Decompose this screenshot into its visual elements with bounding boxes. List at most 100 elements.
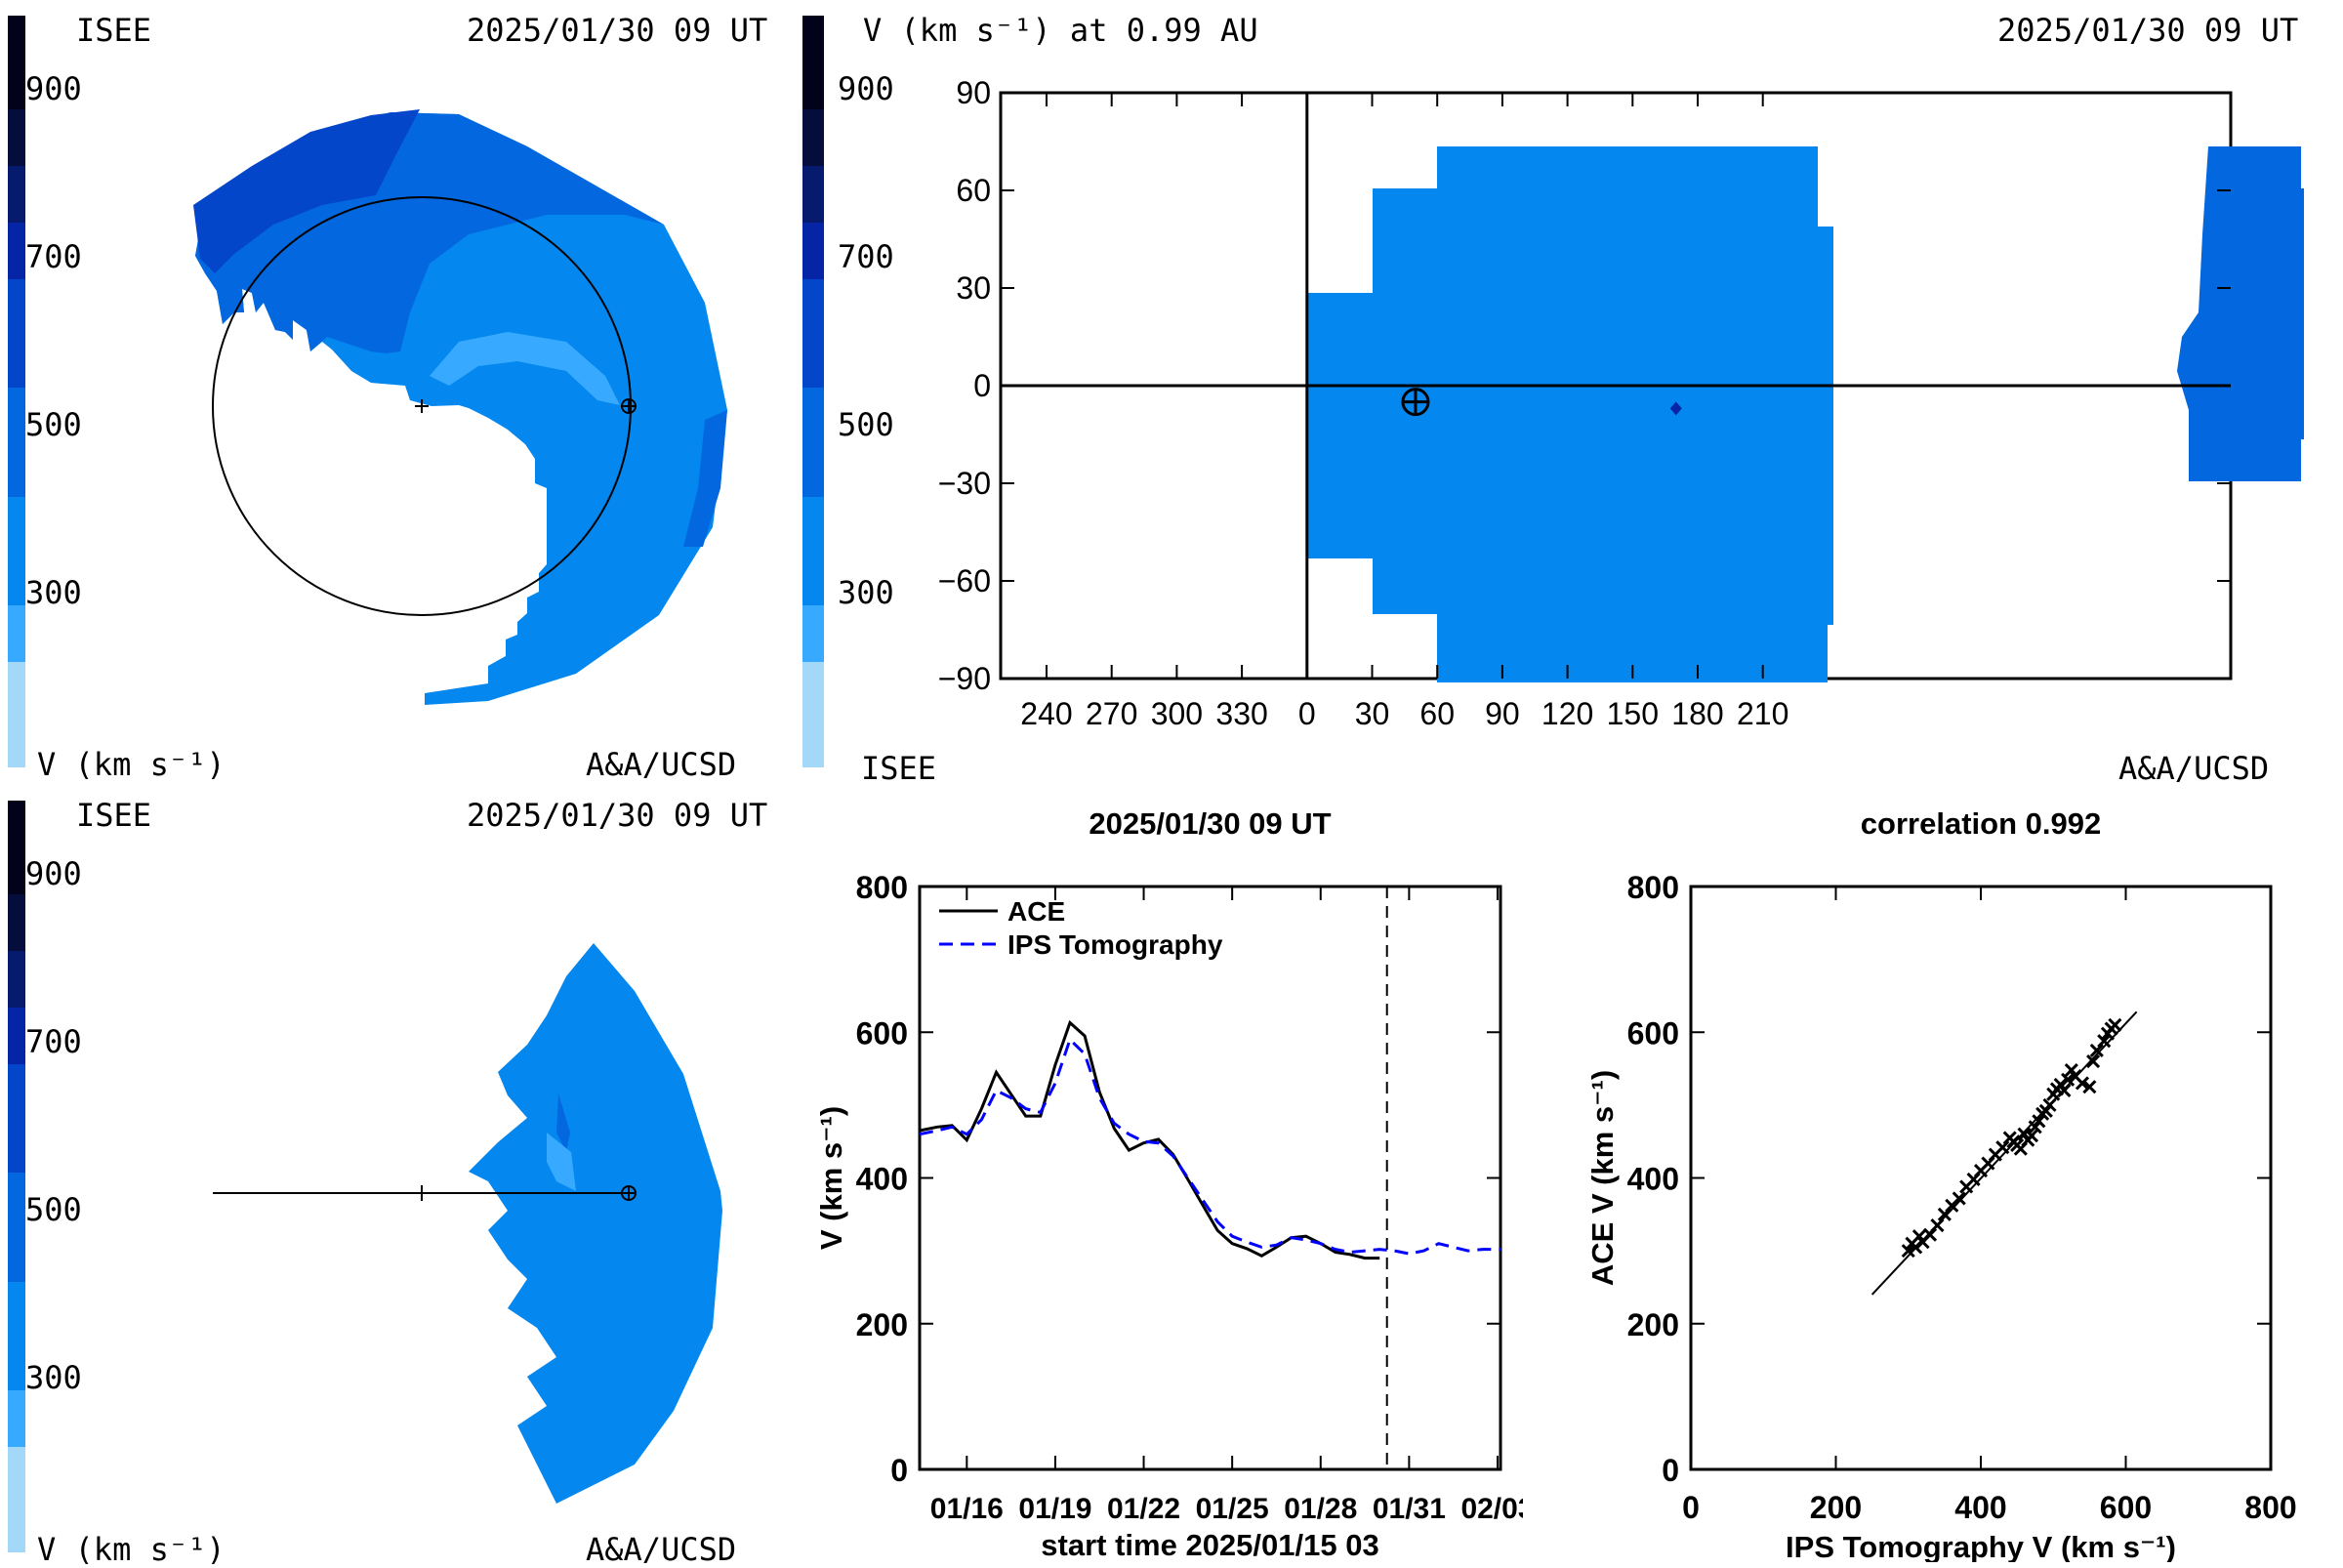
org-label: ISEE xyxy=(76,12,152,49)
map-colorbar xyxy=(802,16,824,767)
x-tick-label: 300 xyxy=(1151,696,1203,731)
x-tick-label: 01/19 xyxy=(1018,1493,1091,1525)
meridional-plot xyxy=(213,943,722,1504)
scatter-point xyxy=(2057,1083,2072,1098)
colorbar-segment xyxy=(8,894,25,951)
scatter-point xyxy=(1930,1217,1945,1233)
speed-region-400-east xyxy=(2236,188,2304,439)
colorbar-segment xyxy=(8,1173,25,1282)
colorbar-tick-500: 500 xyxy=(25,1191,82,1228)
y-tick-label: 400 xyxy=(856,1162,908,1197)
speed-region-medium xyxy=(556,1093,570,1152)
scatter-point xyxy=(2089,1043,2104,1057)
y-tick-label: 90 xyxy=(956,78,991,110)
sun-plus-icon xyxy=(415,399,429,413)
speed-region-300-top xyxy=(1437,146,1818,227)
colorbar-segment xyxy=(802,605,824,663)
colorbar-segment xyxy=(8,16,25,110)
colorbar-segment xyxy=(8,1390,25,1448)
x-tick-label: 600 xyxy=(2100,1490,2152,1525)
colorbar-segment xyxy=(802,278,824,389)
colorbar-segment xyxy=(8,605,25,663)
colorbar-tick-700: 700 xyxy=(25,238,82,275)
x-tick-label: 240 xyxy=(1020,696,1072,731)
colorbar-tick-300: 300 xyxy=(25,1359,82,1396)
y-tick-label: 0 xyxy=(890,1453,908,1488)
x-tick-label: 30 xyxy=(1355,696,1390,731)
y-tick-label: −30 xyxy=(938,466,991,501)
earth-symbol-icon xyxy=(621,398,637,414)
y-tick-label: 60 xyxy=(956,173,991,208)
timestamp: 2025/01/30 09 UT xyxy=(467,797,768,834)
credit-label: A&A/UCSD xyxy=(2118,750,2270,787)
colorbar-segment xyxy=(8,1063,25,1174)
x-tick-label: 01/31 xyxy=(1373,1493,1446,1525)
x-tick-label: 210 xyxy=(1737,696,1788,731)
colorbar-tick-700: 700 xyxy=(25,1023,82,1060)
legend-label: ACE xyxy=(1007,896,1065,927)
org-label: ISEE xyxy=(861,750,937,787)
x-axis-label: IPS Tomography V (km s⁻¹) xyxy=(1786,1530,2176,1562)
x-tick-label: 120 xyxy=(1541,696,1593,731)
meridional-colorbar xyxy=(8,801,25,1552)
colorbar-segment xyxy=(802,222,824,279)
x-tick-label: 01/25 xyxy=(1196,1493,1269,1525)
x-tick-label: 0 xyxy=(1682,1490,1700,1525)
x-tick-label: 150 xyxy=(1607,696,1659,731)
correlation-chart: 0 200 400 600 800 0 200 400 600 800 correlation 0.… xyxy=(1585,806,2297,1562)
colorbar-segment xyxy=(8,1007,25,1064)
y-axis-label: ACE V (km s⁻¹) xyxy=(1585,1070,1620,1286)
scatter-point xyxy=(1909,1240,1923,1255)
scatter-point xyxy=(2082,1080,2097,1094)
colorbar-segment xyxy=(8,388,25,497)
colorbar-segment xyxy=(802,388,824,497)
y-tick-label: 600 xyxy=(856,1015,908,1051)
unit-label: V (km s⁻¹) xyxy=(37,746,226,783)
x-tick-label: 400 xyxy=(1954,1490,2006,1525)
y-tick-label: −60 xyxy=(938,563,991,598)
x-tick-label: 180 xyxy=(1671,696,1723,731)
colorbar-tick-900: 900 xyxy=(25,70,82,107)
y-tick-label: 0 xyxy=(973,368,991,403)
colorbar-tick-500: 500 xyxy=(838,406,894,443)
y-tick-label: −90 xyxy=(938,661,991,696)
speed-region-slow xyxy=(547,1133,576,1191)
scatter-point xyxy=(2061,1072,2076,1087)
series-line-ips-tomography xyxy=(919,1036,1500,1256)
series-line-ace xyxy=(919,1019,1380,1260)
y-tick-label: 600 xyxy=(1627,1015,1679,1051)
x-tick-label: 800 xyxy=(2244,1490,2296,1525)
speed-region-fastest xyxy=(193,109,420,273)
x-tick-label: 200 xyxy=(1810,1490,1862,1525)
scatter-point xyxy=(2086,1054,2101,1069)
colorbar-segment xyxy=(8,662,25,767)
colorbar-segment xyxy=(802,109,824,166)
colorbar-segment xyxy=(8,496,25,606)
colorbar-segment xyxy=(8,1281,25,1391)
org-label: ISEE xyxy=(76,797,152,834)
y-tick-label: 200 xyxy=(1627,1307,1679,1342)
timestamp: 2025/01/30 09 UT xyxy=(467,12,768,49)
y-axis-label: V (km s⁻¹) xyxy=(814,1106,848,1250)
x-tick-label: 0 xyxy=(1298,696,1316,731)
ecliptic-plot xyxy=(193,109,727,705)
colorbar-segment xyxy=(8,166,25,223)
colorbar-segment xyxy=(8,109,25,166)
ecliptic-colorbar xyxy=(8,16,25,767)
speed-region-300 xyxy=(1437,227,1833,625)
colorbar-tick-300: 300 xyxy=(25,574,82,611)
y-tick-label: 800 xyxy=(1627,870,1679,905)
scatter-point xyxy=(2097,1034,2112,1049)
chart-title: 2025/01/30 09 UT xyxy=(1089,806,1331,841)
speed-region-medium-right xyxy=(683,410,727,547)
x-tick-label: 60 xyxy=(1419,696,1455,731)
x-tick-label: 01/22 xyxy=(1107,1493,1180,1525)
scatter-point xyxy=(2075,1076,2090,1091)
legend-label: IPS Tomography xyxy=(1007,929,1223,960)
x-tick-label: 330 xyxy=(1215,696,1267,731)
speed-region-fast xyxy=(469,943,722,1504)
colorbar-segment xyxy=(8,222,25,279)
colorbar-tick-900: 900 xyxy=(25,855,82,892)
colorbar-tick-900: 900 xyxy=(838,70,894,107)
colorbar-tick-500: 500 xyxy=(25,406,82,443)
